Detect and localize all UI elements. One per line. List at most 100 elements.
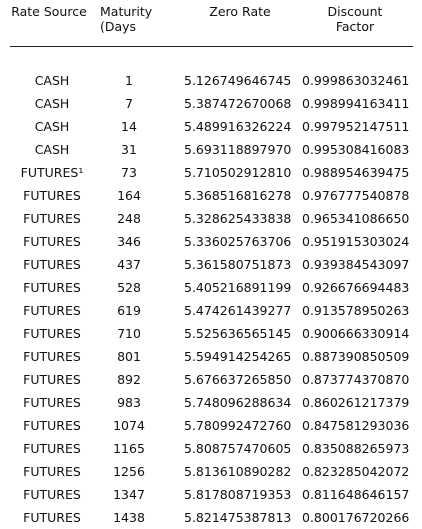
cell-rate-source: FUTURES	[23, 441, 81, 456]
table-row: FUTURES 164 5.368516816278 0.976777540878	[0, 184, 422, 207]
cell-discount-factor: 0.835088265973	[302, 441, 410, 456]
cell-discount-factor: 0.873774370870	[302, 372, 410, 387]
cell-zero-rate: 5.693118897970	[184, 142, 292, 157]
cell-maturity: 1	[125, 73, 133, 88]
table-row: CASH 7 5.387472670068 0.998994163411	[0, 92, 422, 115]
cell-discount-factor: 0.900666330914	[302, 326, 410, 341]
cell-rate-source: FUTURES	[23, 418, 81, 433]
cell-rate-source: FUTURES¹	[20, 165, 84, 180]
cell-discount-factor: 0.913578950263	[302, 303, 410, 318]
table-row: FUTURES 619 5.474261439277 0.913578950263	[0, 299, 422, 322]
cell-zero-rate: 5.368516816278	[184, 188, 292, 203]
cell-zero-rate: 5.676637265850	[184, 372, 292, 387]
header-zero-rate: Zero Rate	[190, 4, 290, 19]
cell-maturity: 619	[117, 303, 141, 318]
table-row: FUTURES 1438 5.821475387813 0.800176720266	[0, 506, 422, 529]
table-row: FUTURES 437 5.361580751873 0.939384543097	[0, 253, 422, 276]
header-discount-factor: Discount Factor	[310, 4, 400, 34]
cell-discount-factor: 0.860261217379	[302, 395, 410, 410]
cell-zero-rate: 5.748096288634	[184, 395, 292, 410]
cell-zero-rate: 5.813610890282	[184, 464, 292, 479]
cell-maturity: 31	[121, 142, 137, 157]
cell-discount-factor: 0.988954639475	[302, 165, 410, 180]
cell-rate-source: CASH	[34, 142, 70, 157]
table-row: FUTURES 710 5.525636565145 0.900666330914	[0, 322, 422, 345]
table-row: FUTURES 346 5.336025763706 0.951915303024	[0, 230, 422, 253]
cell-rate-source: CASH	[34, 119, 70, 134]
table-row: CASH 1 5.126749646745 0.999863032461	[0, 69, 422, 92]
cell-maturity: 7	[125, 96, 133, 111]
cell-discount-factor: 0.976777540878	[302, 188, 410, 203]
cell-maturity: 710	[117, 326, 141, 341]
cell-rate-source: CASH	[34, 73, 70, 88]
cell-discount-factor: 0.811648646157	[302, 487, 410, 502]
cell-zero-rate: 5.817808719353	[184, 487, 292, 502]
cell-maturity: 346	[117, 234, 141, 249]
cell-maturity: 1074	[113, 418, 145, 433]
cell-zero-rate: 5.525636565145	[184, 326, 292, 341]
table-row: CASH 31 5.693118897970 0.995308416083	[0, 138, 422, 161]
header-discount-line1: Discount	[327, 4, 383, 19]
cell-maturity: 1165	[113, 441, 145, 456]
cell-discount-factor: 0.997952147511	[302, 119, 410, 134]
table-row: FUTURES 1256 5.813610890282 0.823285042072	[0, 460, 422, 483]
cell-maturity: 1347	[113, 487, 145, 502]
table-header: Rate Source Maturity (Days Zero Rate Dis…	[0, 4, 422, 44]
cell-rate-source: FUTURES	[23, 188, 81, 203]
cell-discount-factor: 0.823285042072	[302, 464, 410, 479]
cell-maturity: 892	[117, 372, 141, 387]
cell-zero-rate: 5.821475387813	[184, 510, 292, 525]
cell-rate-source: FUTURES	[23, 464, 81, 479]
cell-discount-factor: 0.926676694483	[302, 280, 410, 295]
cell-maturity: 801	[117, 349, 141, 364]
cell-zero-rate: 5.405216891199	[184, 280, 292, 295]
cell-rate-source: FUTURES	[23, 349, 81, 364]
cell-discount-factor: 0.951915303024	[302, 234, 410, 249]
cell-discount-factor: 0.995308416083	[302, 142, 410, 157]
cell-rate-source: FUTURES	[23, 372, 81, 387]
cell-zero-rate: 5.808757470605	[184, 441, 292, 456]
cell-rate-source: FUTURES	[23, 326, 81, 341]
cell-zero-rate: 5.336025763706	[184, 234, 292, 249]
cell-maturity: 528	[117, 280, 141, 295]
cell-zero-rate: 5.361580751873	[184, 257, 292, 272]
header-rate-source: Rate Source	[8, 4, 90, 19]
table-row: FUTURES 248 5.328625433838 0.965341086650	[0, 207, 422, 230]
cell-maturity: 983	[117, 395, 141, 410]
table-row: FUTURES¹ 73 5.710502912810 0.988954639475	[0, 161, 422, 184]
table-row: FUTURES 1347 5.817808719353 0.811648646157	[0, 483, 422, 506]
cell-rate-source: CASH	[34, 96, 70, 111]
header-maturity: Maturity (Days	[100, 4, 160, 34]
cell-zero-rate: 5.328625433838	[184, 211, 292, 226]
header-maturity-line2: (Days	[100, 19, 137, 34]
cell-rate-source: FUTURES	[23, 510, 81, 525]
cell-zero-rate: 5.474261439277	[184, 303, 292, 318]
table-row: FUTURES 1165 5.808757470605 0.835088265973	[0, 437, 422, 460]
cell-maturity: 248	[117, 211, 141, 226]
cell-maturity: 1438	[113, 510, 145, 525]
table-body: CASH 1 5.126749646745 0.999863032461 CASH 7 5.…	[0, 69, 422, 529]
table-row: CASH 14 5.489916326224 0.997952147511	[0, 115, 422, 138]
cell-zero-rate: 5.594914254265	[184, 349, 292, 364]
cell-zero-rate: 5.387472670068	[184, 96, 292, 111]
table-row: FUTURES 801 5.594914254265 0.887390850509	[0, 345, 422, 368]
cell-maturity: 14	[121, 119, 137, 134]
cell-rate-source: FUTURES	[23, 257, 81, 272]
header-maturity-line1: Maturity	[100, 4, 153, 19]
cell-discount-factor: 0.800176720266	[302, 510, 410, 525]
header-rate-source-label: Rate Source	[11, 4, 87, 19]
cell-rate-source: FUTURES	[23, 395, 81, 410]
cell-rate-source: FUTURES	[23, 303, 81, 318]
table-row: FUTURES 983 5.748096288634 0.860261217379	[0, 391, 422, 414]
cell-zero-rate: 5.710502912810	[184, 165, 292, 180]
cell-maturity: 164	[117, 188, 141, 203]
cell-rate-source: FUTURES	[23, 234, 81, 249]
table-row: FUTURES 892 5.676637265850 0.873774370870	[0, 368, 422, 391]
table-row: FUTURES 1074 5.780992472760 0.847581293036	[0, 414, 422, 437]
table-row: FUTURES 528 5.405216891199 0.926676694483	[0, 276, 422, 299]
cell-zero-rate: 5.126749646745	[184, 73, 292, 88]
cell-discount-factor: 0.999863032461	[302, 73, 410, 88]
cell-rate-source: FUTURES	[23, 211, 81, 226]
header-discount-line2: Factor	[335, 19, 375, 34]
